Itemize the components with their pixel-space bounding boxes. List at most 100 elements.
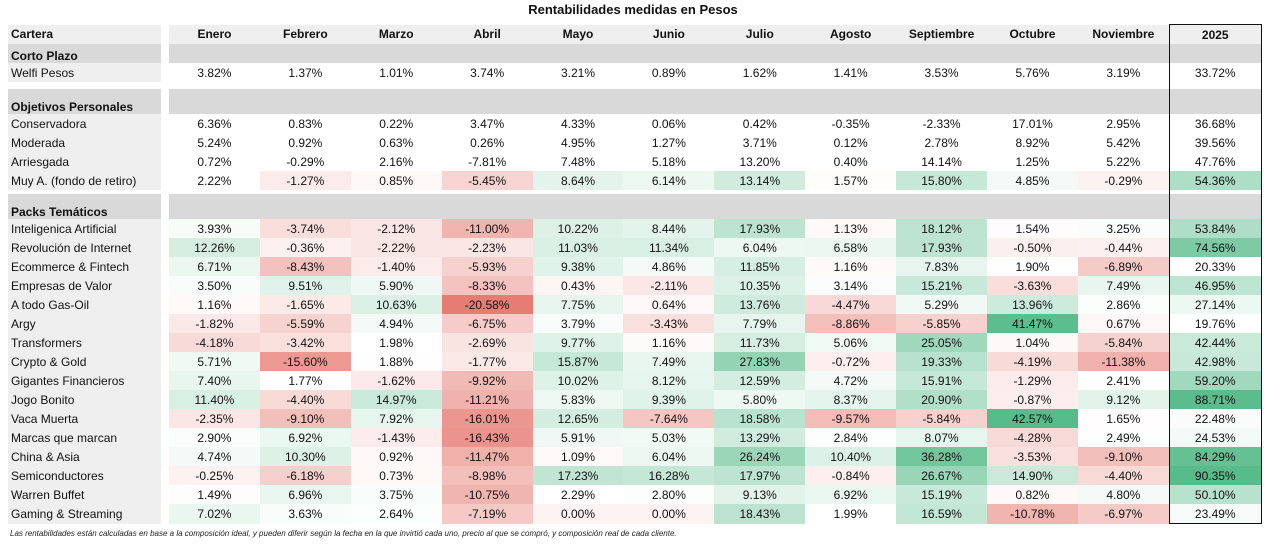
- header-row: Cartera Enero Febrero Marzo Abril Mayo Junio Ju…: [8, 24, 1262, 44]
- table-row: Revolución de Internet 12.26% -0.36% -2.22%…: [8, 238, 1262, 257]
- value-cell: 0.89%: [651, 65, 686, 80]
- row-label: Argy: [8, 314, 161, 333]
- spacer: [441, 190, 533, 194]
- value-cell: 16.59%: [896, 504, 988, 524]
- spacer: [161, 133, 169, 152]
- section-cell: [1168, 194, 1262, 219]
- value-cell: 1.16%: [169, 295, 260, 314]
- spacer: [714, 190, 806, 194]
- value-cell: -8.86%: [805, 314, 897, 333]
- value-cell: -16.43%: [441, 428, 533, 447]
- section-cell: [350, 89, 442, 114]
- value-cell: -7.64%: [623, 409, 715, 428]
- section-cell: [987, 194, 1078, 219]
- value-cell: 13.20%: [739, 154, 781, 169]
- value-cell: 3.71%: [742, 135, 777, 150]
- footnote: Las rentabilidades están calculadas en b…: [10, 529, 677, 538]
- spacer: [532, 82, 624, 89]
- value-cell: 1.27%: [651, 135, 686, 150]
- section-cell: [169, 44, 260, 63]
- spacer: [1168, 190, 1262, 194]
- value-cell: 3.79%: [532, 314, 624, 333]
- value-cell: 2.16%: [379, 154, 414, 169]
- value-cell: 3.75%: [350, 485, 442, 504]
- table-row: Crypto & Gold 5.71% -15.60% 1.88% -1.77% 15.8…: [8, 352, 1262, 371]
- value-cell: 18.12%: [896, 219, 988, 238]
- value-cell: 6.58%: [805, 238, 897, 257]
- value-cell: -16.01%: [441, 409, 533, 428]
- value-cell: 5.18%: [651, 154, 686, 169]
- value-cell: 13.14%: [714, 171, 806, 190]
- section-label: Corto Plazo: [8, 44, 161, 63]
- value-cell: -5.93%: [441, 257, 533, 276]
- value-cell: 0.72%: [197, 154, 232, 169]
- value-cell: 2.80%: [623, 485, 715, 504]
- column-header: Enero: [169, 24, 260, 44]
- column-header: Julio: [714, 24, 806, 44]
- row-label: Semiconductores: [8, 466, 161, 485]
- spacer: [161, 466, 169, 485]
- row-label: Gaming & Streaming: [8, 504, 161, 524]
- value-cell: 5.80%: [714, 390, 806, 409]
- value-cell: 1.16%: [623, 333, 715, 352]
- row-label: Gigantes Financieros: [8, 371, 161, 390]
- section-cell: [259, 44, 351, 63]
- row-label: Jogo Bonito: [8, 390, 161, 409]
- row-label: Transformers: [8, 333, 161, 352]
- value-cell: -4.18%: [169, 333, 260, 352]
- value-cell: -2.22%: [350, 238, 442, 257]
- value-cell: 10.22%: [532, 219, 624, 238]
- value-cell: 4.33%: [560, 116, 596, 131]
- value-cell: 1.57%: [805, 171, 897, 190]
- value-cell: 7.92%: [350, 409, 442, 428]
- value-cell: 10.30%: [259, 447, 351, 466]
- section-cell: [532, 89, 624, 114]
- row-label: Welfi Pesos: [8, 63, 161, 82]
- value-cell: -1.62%: [350, 371, 442, 390]
- value-cell: -4.40%: [1077, 466, 1170, 485]
- value-cell: -1.82%: [169, 314, 260, 333]
- value-cell: 5.83%: [532, 390, 624, 409]
- value-cell: -10.75%: [441, 485, 533, 504]
- row-label: A todo Gas-Oil: [8, 295, 161, 314]
- spacer: [161, 409, 169, 428]
- value-cell: 6.92%: [805, 485, 897, 504]
- value-cell: 5.90%: [350, 276, 442, 295]
- value-cell: 15.80%: [896, 171, 988, 190]
- value-cell: -1.77%: [441, 352, 533, 371]
- value-cell: -7.19%: [441, 504, 533, 524]
- year-total-cell: 27.14%: [1168, 295, 1262, 314]
- spacer: [161, 352, 169, 371]
- value-cell: 2.64%: [350, 504, 442, 524]
- section-cell: [1168, 44, 1262, 63]
- section-row: Packs Temáticos: [8, 194, 1262, 219]
- value-cell: -5.84%: [1077, 333, 1170, 352]
- section-cell: [259, 194, 351, 219]
- section-cell: [896, 194, 988, 219]
- value-cell: 8.37%: [805, 390, 897, 409]
- value-cell: 8.12%: [623, 371, 715, 390]
- value-cell: -11.47%: [441, 447, 533, 466]
- value-cell: -9.10%: [1077, 447, 1170, 466]
- section-cell: [532, 44, 624, 63]
- value-cell: 15.21%: [896, 276, 988, 295]
- section-label: Objetivos Personales: [8, 89, 161, 114]
- value-cell: -9.92%: [441, 371, 533, 390]
- section-row: Corto Plazo: [8, 44, 1262, 63]
- value-cell: -0.72%: [805, 352, 897, 371]
- value-cell: 0.83%: [288, 116, 323, 131]
- column-header: Noviembre: [1077, 24, 1170, 44]
- year-total-cell: 47.76%: [1168, 152, 1262, 171]
- value-cell: -1.29%: [987, 371, 1078, 390]
- value-cell: 1.41%: [833, 65, 868, 80]
- table-row: Semiconductores -0.25% -6.18% 0.73% -8.98% 17…: [8, 466, 1262, 485]
- row-label: Inteligenica Artificial: [8, 219, 161, 238]
- table-row: Jogo Bonito 11.40% -4.40% 14.97% -11.21% 5.83…: [8, 390, 1262, 409]
- column-header: Febrero: [259, 24, 351, 44]
- value-cell: 12.26%: [169, 238, 260, 257]
- table-row: Muy A. (fondo de retiro) 2.22% -1.27% 0.85%…: [8, 171, 1262, 190]
- section-cell: [987, 89, 1078, 114]
- value-cell: 2.22%: [169, 171, 260, 190]
- value-cell: 8.64%: [532, 171, 624, 190]
- value-cell: -0.50%: [987, 238, 1078, 257]
